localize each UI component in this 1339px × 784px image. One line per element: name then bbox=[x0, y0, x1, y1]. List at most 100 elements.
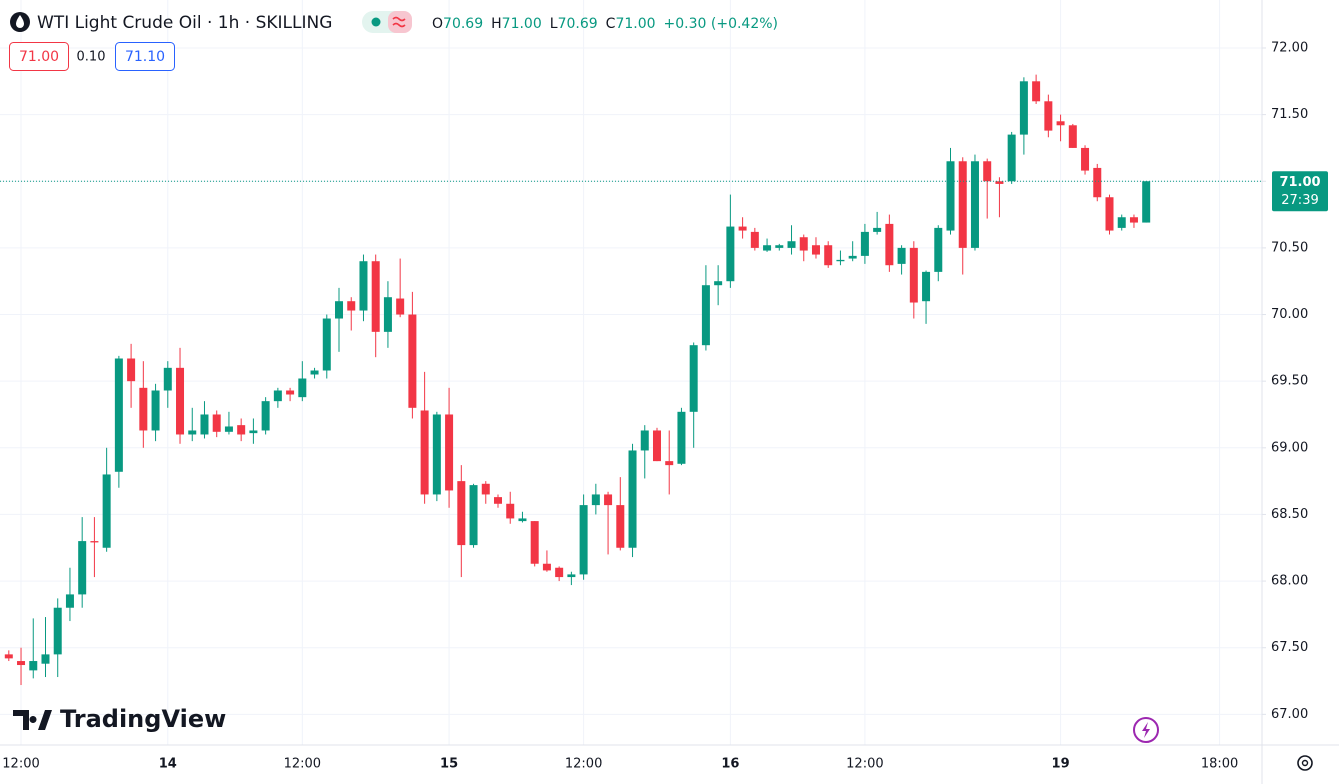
settings-icon bbox=[1301, 759, 1309, 767]
logo-mark bbox=[13, 710, 52, 730]
x-tick-label: 12:00 bbox=[846, 757, 883, 772]
candle-body bbox=[114, 358, 123, 472]
header: WTI Light Crude Oil · 1h · SKILLING O 70.… bbox=[9, 11, 778, 71]
candle-body bbox=[176, 367, 185, 435]
y-tick-label: 71.50 bbox=[1271, 107, 1308, 122]
candle-body bbox=[53, 607, 62, 655]
candle-body bbox=[860, 231, 869, 256]
logo[interactable]: TradingView bbox=[13, 705, 226, 733]
candle-body bbox=[408, 314, 417, 408]
x-tick-label: 12:00 bbox=[565, 757, 602, 772]
last-price-box bbox=[1272, 171, 1328, 212]
y-tick-label: 72.00 bbox=[1271, 40, 1308, 55]
flash-button[interactable] bbox=[1133, 717, 1159, 743]
candle-body bbox=[506, 503, 515, 519]
candle-body bbox=[78, 541, 87, 595]
candle-body bbox=[1007, 134, 1016, 182]
spread: 0.10 bbox=[77, 50, 106, 65]
candle-body bbox=[237, 425, 246, 435]
candle-body bbox=[567, 574, 576, 578]
y-tick-label: 69.00 bbox=[1271, 440, 1308, 455]
candle-body bbox=[701, 285, 710, 346]
candle-body bbox=[983, 161, 992, 182]
x-tick-label: 12:00 bbox=[2, 757, 39, 772]
y-tick-label: 69.50 bbox=[1271, 374, 1308, 389]
logo-text: TradingView bbox=[60, 705, 226, 733]
candle-body bbox=[787, 241, 796, 248]
y-tick-label: 68.00 bbox=[1271, 574, 1308, 589]
y-tick-label: 68.50 bbox=[1271, 507, 1308, 522]
candle-body bbox=[1056, 121, 1065, 126]
ohlc-key: C bbox=[606, 16, 616, 32]
candle-body bbox=[628, 450, 637, 548]
ask-price: 71.10 bbox=[125, 49, 165, 65]
candle-body bbox=[127, 358, 136, 382]
candle-body bbox=[445, 414, 454, 491]
candle-body bbox=[934, 227, 943, 272]
candle-body bbox=[738, 226, 747, 231]
candle-body bbox=[310, 370, 319, 375]
x-tick-label: 12:00 bbox=[284, 757, 321, 772]
candle-body bbox=[824, 245, 833, 266]
last-price-label: 71.00 bbox=[1279, 175, 1320, 190]
candle-body bbox=[946, 161, 955, 231]
candle-body bbox=[65, 594, 74, 608]
candle-body bbox=[188, 430, 197, 435]
candle-body bbox=[1093, 167, 1102, 198]
candle-body bbox=[1129, 217, 1138, 223]
candle-body bbox=[995, 181, 1004, 184]
candle-body bbox=[604, 494, 613, 506]
candle-body bbox=[224, 426, 233, 432]
candle-body bbox=[848, 255, 857, 259]
candle-body bbox=[885, 223, 894, 266]
sell-button[interactable] bbox=[9, 42, 69, 71]
candle-body bbox=[494, 497, 502, 504]
candle-body bbox=[371, 261, 380, 332]
y-tick-label: 70.00 bbox=[1271, 307, 1308, 322]
candle-body bbox=[1117, 217, 1126, 228]
candle-body bbox=[139, 387, 148, 431]
candle-body bbox=[689, 345, 698, 412]
x-tick-label: 15 bbox=[440, 757, 458, 772]
ohlc-value: 70.69 bbox=[558, 16, 598, 32]
candle-body bbox=[469, 485, 478, 546]
candle-body bbox=[1081, 147, 1090, 171]
x-tick-label: 18:00 bbox=[1201, 757, 1238, 772]
ohlc-legend: O 70.69 H 71.00 L 70.69 C 71.00 +0.30 (+0.42%) bbox=[432, 16, 778, 32]
candle-body bbox=[616, 505, 625, 548]
ohlc-value: 71.00 bbox=[615, 16, 655, 32]
candle-body bbox=[322, 318, 331, 371]
candle-body bbox=[151, 390, 160, 431]
candle-body bbox=[591, 494, 600, 506]
candle-body bbox=[811, 245, 820, 255]
candle-body bbox=[298, 378, 307, 398]
candle-body bbox=[420, 410, 429, 495]
candle-body bbox=[432, 414, 441, 495]
candle-body bbox=[359, 261, 368, 311]
candle-body bbox=[763, 245, 772, 251]
candle-body bbox=[665, 461, 674, 466]
candle-body bbox=[836, 259, 845, 262]
oil-drop bbox=[16, 15, 24, 28]
candle-body bbox=[4, 654, 13, 659]
candle-body bbox=[200, 414, 209, 435]
settings-button[interactable] bbox=[1297, 755, 1313, 771]
candle-body bbox=[90, 541, 99, 543]
countdown: 27:39 bbox=[1281, 193, 1318, 208]
candle-body bbox=[726, 226, 735, 282]
candle-body bbox=[335, 301, 344, 319]
y-tick-label: 70.50 bbox=[1271, 240, 1308, 255]
candle-body bbox=[1142, 181, 1151, 223]
candle-body bbox=[542, 563, 551, 571]
ohlc-change: +0.30 (+0.42%) bbox=[664, 16, 778, 32]
buy-button[interactable] bbox=[115, 42, 175, 71]
candle-body bbox=[481, 483, 490, 495]
candle-body bbox=[922, 271, 931, 302]
symbol-title[interactable]: WTI Light Crude Oil · 1h · SKILLING bbox=[37, 13, 332, 33]
candle-body bbox=[750, 231, 759, 248]
candle-body bbox=[102, 474, 111, 548]
candle-body bbox=[909, 247, 918, 303]
candle-body bbox=[261, 401, 270, 431]
